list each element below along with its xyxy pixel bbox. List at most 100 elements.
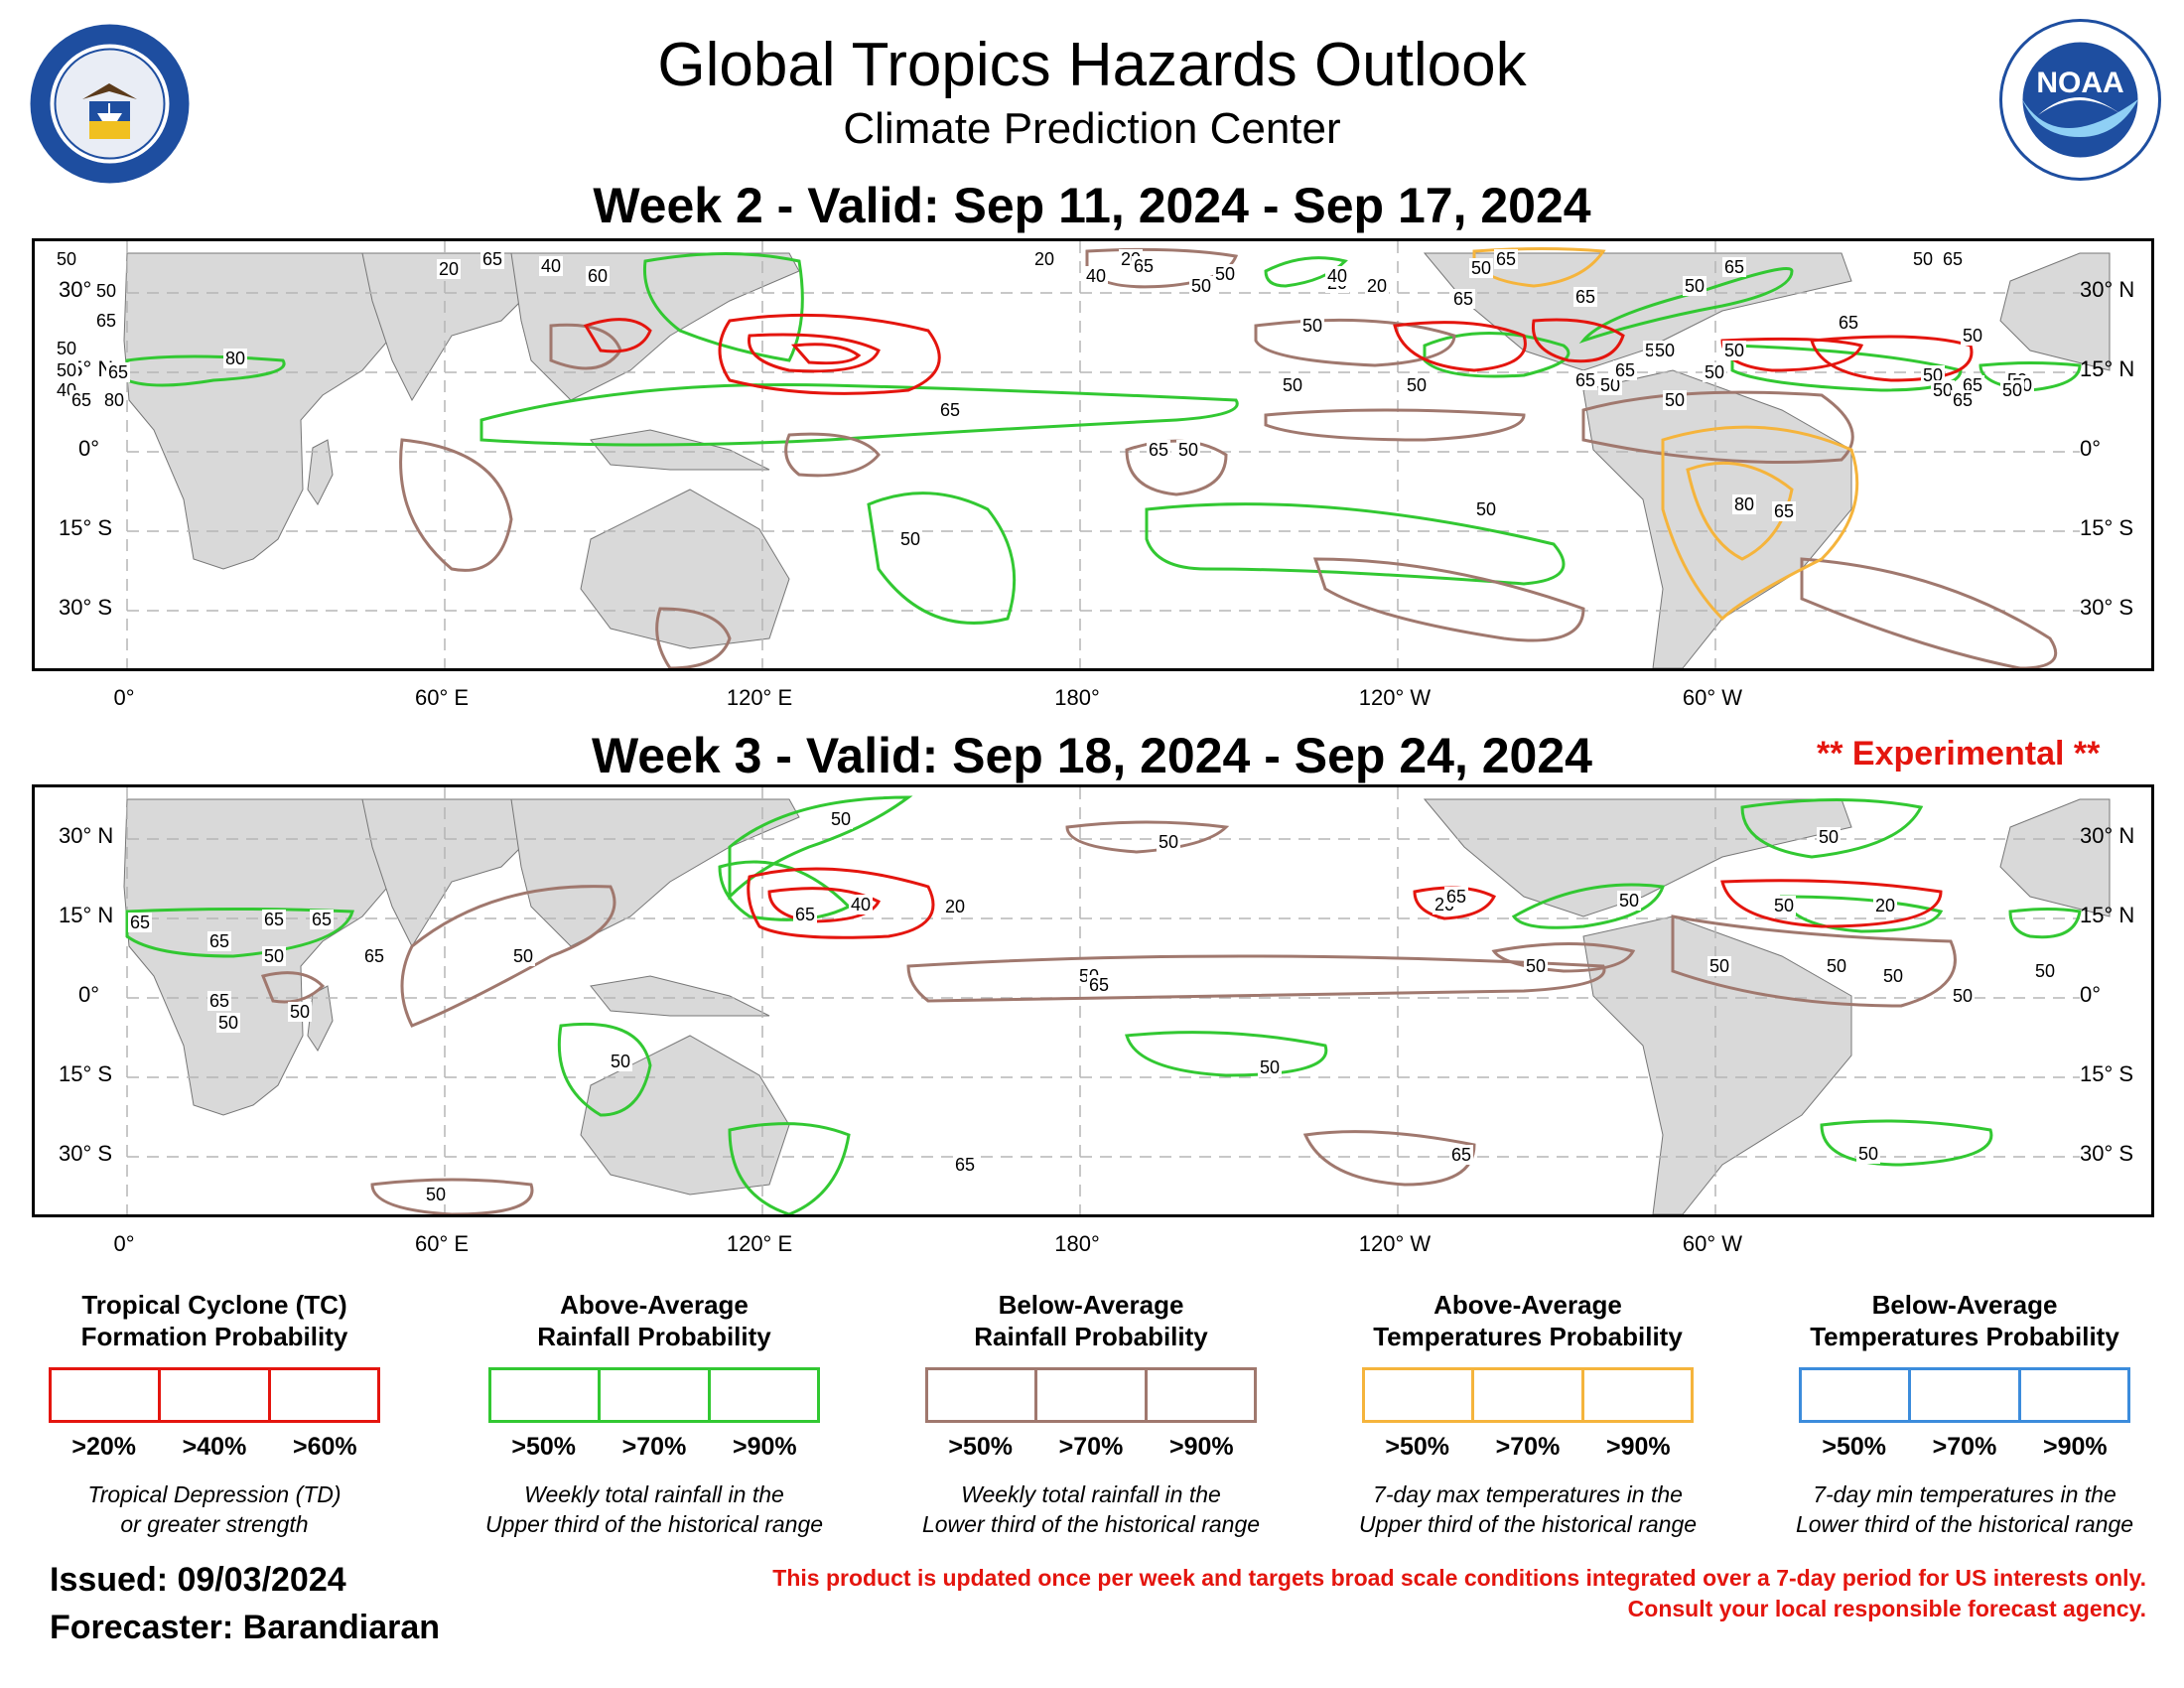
contour-label-below-rain: 65: [1951, 390, 1976, 410]
contour-label-above-rain: 50: [55, 339, 79, 358]
legend-above-temp: Above-Average Temperatures Probability >…: [1329, 1289, 1726, 1539]
forecaster-name: Forecaster: Barandiaran: [50, 1609, 441, 1646]
legend-swatch: [710, 1367, 820, 1423]
legend-swatch: [49, 1367, 162, 1423]
lon-label-60w: 60° W: [1682, 1231, 1743, 1256]
lat-label-right-15s: 15° S: [2080, 1061, 2134, 1086]
legend-threshold: >20%: [71, 1433, 136, 1461]
week3-map: 30° N 15° N 0° 15° S 30° S 30° N 15° N 0…: [32, 784, 2154, 1217]
lat-label-15n: 15° N: [59, 903, 114, 927]
contour-label-below-rain: 50: [1524, 956, 1549, 976]
contour-label-below-rain: 50: [1683, 276, 1707, 296]
legend-swatch: [488, 1367, 602, 1423]
legend-description-line1: 7-day min temperatures in the: [1813, 1481, 2116, 1507]
contour-label-above-rain: 50: [55, 360, 79, 380]
asia-land: [510, 798, 800, 947]
contour-label-below-rain: 50: [1931, 380, 1956, 400]
lat-label-15s: 15° S: [59, 1061, 113, 1086]
legend-below-rain: Below-Average Rainfall Probability >50% …: [892, 1289, 1290, 1539]
legend-title-line2: Formation Probability: [80, 1322, 348, 1351]
contour-label-above-rain: 65: [480, 249, 505, 269]
lat-label-right-15n: 15° N: [2080, 356, 2135, 381]
contour-label-above-rain: 50: [1617, 891, 1642, 911]
contour-label-below-rain: 50: [1961, 326, 1985, 346]
contour-label-below-rain: 65: [1449, 1145, 1474, 1165]
legend-description-line1: Weekly total rainfall in the: [961, 1481, 1221, 1507]
contour-label-above-rain: 65: [207, 991, 232, 1011]
lat-label-right-15s: 15° S: [2080, 515, 2134, 540]
contour-label-below-rain: 50: [1157, 832, 1181, 852]
contour-label-below-rain: 50: [1474, 499, 1499, 519]
contour-label-below-rain: 50: [424, 1185, 449, 1204]
legend-threshold: >50%: [948, 1433, 1013, 1461]
page-subtitle: Climate Prediction Center: [843, 104, 1341, 153]
contour-label-below-rain: 65: [1941, 249, 1966, 269]
arabia-india-land: [361, 798, 532, 948]
legend-threshold: >70%: [1058, 1433, 1124, 1461]
legend-swatch: [601, 1367, 711, 1423]
contour-label-above-rain: 65: [1573, 287, 1598, 307]
contour-label-below-rain: 50: [1707, 956, 1732, 976]
contour-label-above-temp: 65: [1772, 501, 1797, 521]
legend-title-line1: Below-Average: [1871, 1290, 2058, 1320]
contour-label-below-rain: 50: [1189, 276, 1214, 296]
contour-label-above-rain: 50: [609, 1052, 633, 1071]
contour-label-above-rain: 50: [55, 249, 79, 269]
contour-label-above-rain: 50: [898, 529, 923, 549]
contour-label-above-rain: 65: [262, 910, 287, 929]
africa-land: [123, 252, 393, 570]
week3-below-rain-contours: [260, 820, 1957, 1214]
contour-label-above-rain: 50: [2033, 961, 2058, 981]
contour-label-above-temp: 80: [1732, 494, 1757, 514]
legend-swatch-row: [488, 1367, 820, 1423]
contour-label-below-rain: 50: [216, 1013, 241, 1033]
contour-label-tc: 20: [437, 259, 462, 279]
contour-label-above-rain: 50: [1258, 1057, 1283, 1077]
legend-tc: Tropical Cyclone (TC) Formation Probabil…: [16, 1289, 413, 1539]
lat-label-right-30n: 30° N: [2080, 277, 2135, 302]
contour-label-above-rain: 50: [94, 281, 119, 301]
lat-label-right-15n: 15° N: [2080, 903, 2135, 927]
contour-label-above-rain: 50: [1469, 258, 1494, 278]
contour-label-above-rain: 50: [1817, 827, 1842, 847]
legend-swatch: [1799, 1367, 1912, 1423]
lon-label-120e: 120° E: [726, 1231, 793, 1256]
africa-land: [123, 798, 393, 1116]
contour-label-below-rain: 65: [1087, 975, 1112, 995]
legend-threshold: >90%: [1169, 1433, 1234, 1461]
legend-swatch: [1037, 1367, 1148, 1423]
maritime-continent-land: [590, 975, 770, 1017]
south-america-land: [1582, 915, 1852, 1214]
contour-label-above-rain: 50: [829, 809, 854, 829]
contour-label-below-rain: 50: [1405, 375, 1430, 395]
week2-above-rain-contours: [125, 252, 2082, 625]
madagascar-land: [307, 439, 334, 505]
legend-swatch-row: [1362, 1367, 1694, 1423]
issued-date: Issued: 09/03/2024: [50, 1561, 346, 1599]
legend-threshold: >70%: [1495, 1433, 1561, 1461]
contour-label-above-rain: 65: [953, 1155, 978, 1175]
contour-label-above-rain: 80: [223, 349, 248, 368]
legend-title-line2: Temperatures Probability: [1810, 1322, 2119, 1351]
contour-label-tc: 20: [1873, 896, 1898, 915]
contour-label-tc: 40: [849, 895, 874, 914]
legend-swatch: [2020, 1367, 2130, 1423]
contour-label-below-rain: 65: [1444, 887, 1469, 907]
legend-swatch: [925, 1367, 1038, 1423]
lon-label-60e: 60° E: [414, 1231, 470, 1256]
legend-swatch-row: [1799, 1367, 2130, 1423]
contour-label-above-rain: 50: [1856, 1144, 1881, 1164]
contour-label-above-rain: 80: [102, 390, 127, 410]
week3-above-rain-contours: [125, 795, 2082, 1214]
lat-label-right-30s: 30° S: [2080, 1141, 2134, 1166]
contour-label-above-temp: 50: [1663, 390, 1688, 410]
contour-label-below-rain: 65: [1147, 440, 1171, 460]
noaa-wordmark: NOAA: [2036, 67, 2123, 99]
legend-threshold: >40%: [182, 1433, 247, 1461]
contour-label-above-rain: 50: [262, 946, 287, 966]
south-america-land: [1582, 369, 1852, 668]
contour-label-below-rain: 65: [1613, 360, 1638, 380]
contour-label-above-rain: 65: [106, 362, 131, 382]
lat-label-right-0: 0°: [2080, 982, 2102, 1007]
legend-description-line1: Tropical Depression (TD): [87, 1481, 341, 1507]
